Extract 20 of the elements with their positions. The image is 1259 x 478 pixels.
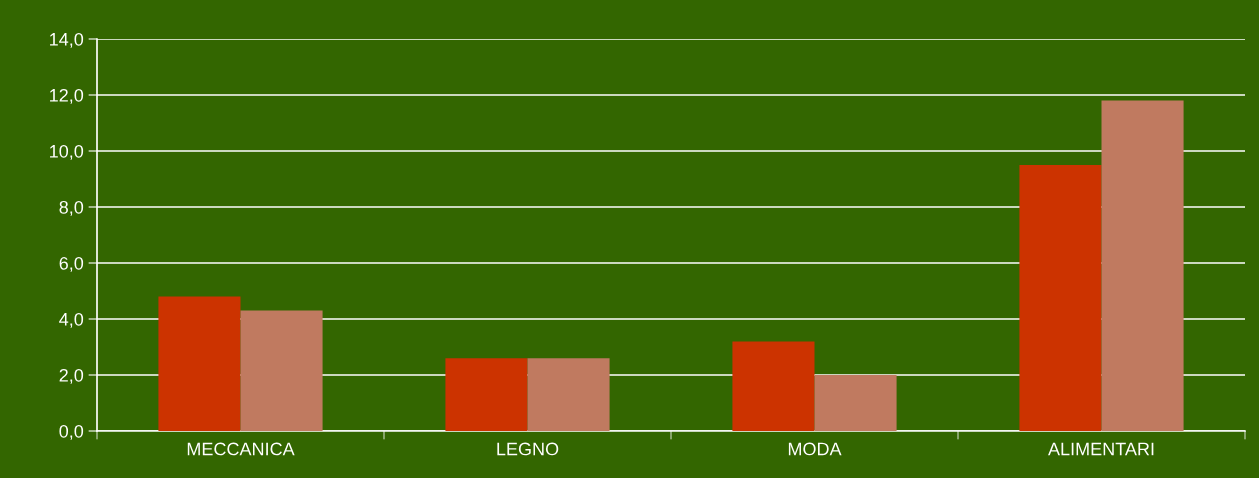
x-tick-label: MECCANICA — [187, 442, 295, 456]
bar — [732, 341, 815, 431]
bar — [527, 358, 610, 431]
bar — [158, 296, 241, 431]
y-tick-label: 6,0 — [59, 256, 84, 272]
x-tick-label: MODA — [788, 442, 842, 456]
bar — [445, 358, 528, 431]
x-tick-label: LEGNO — [497, 442, 559, 456]
y-tick-label: 0,0 — [59, 424, 84, 440]
y-tick-label: 14,0 — [50, 32, 84, 48]
bar — [814, 375, 897, 431]
y-tick-label: 10,0 — [50, 144, 84, 160]
bar — [1101, 100, 1184, 431]
bar — [240, 310, 323, 431]
y-tick-label: 2,0 — [59, 368, 84, 384]
y-tick-label: 8,0 — [59, 200, 84, 216]
y-tick-label: 12,0 — [50, 88, 84, 104]
bar — [1019, 165, 1102, 431]
x-tick-label: ALIMENTARI — [1048, 442, 1154, 456]
y-tick-label: 4,0 — [59, 312, 84, 328]
